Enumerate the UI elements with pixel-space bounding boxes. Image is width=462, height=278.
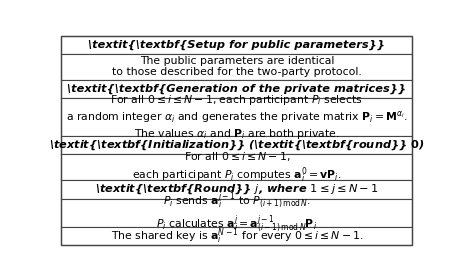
- Bar: [61, 98, 412, 136]
- Text: \textit{\textbf{Generation of the private matrices}}: \textit{\textbf{Generation of the privat…: [67, 83, 406, 94]
- Text: \textit{\textbf{Round}} $j$, where $1 \leq j \leq N-1$: \textit{\textbf{Round}} $j$, where $1 \l…: [95, 183, 379, 196]
- Text: The shared key is $\mathbf{a}_i^{N-1}$ for every $0 \leq i \leq N-1$.: The shared key is $\mathbf{a}_i^{N-1}$ f…: [110, 227, 363, 246]
- Text: For all $0 \leq i \leq N-1$,
each participant $P_i$ computes $\mathbf{a}_i^0 = \: For all $0 \leq i \leq N-1$, each partic…: [132, 150, 341, 185]
- Text: For all $0 \leq i \leq N-1$, each participant $P_i$ selects
a random integer $\a: For all $0 \leq i \leq N-1$, each partic…: [66, 93, 407, 141]
- Text: \textit{\textbf{Setup for public parameters}}: \textit{\textbf{Setup for public paramet…: [88, 39, 385, 50]
- Text: \textit{\textbf{Initialization}} (\textit{\textbf{round}} $\mathbf{0}$): \textit{\textbf{Initialization}} (\texti…: [49, 139, 425, 152]
- Bar: [61, 180, 412, 198]
- Bar: [61, 227, 412, 245]
- Bar: [61, 198, 412, 227]
- Text: The public parameters are identical
to those described for the two-party protoco: The public parameters are identical to t…: [112, 56, 362, 77]
- Bar: [61, 36, 412, 54]
- Bar: [61, 136, 412, 154]
- Bar: [61, 54, 412, 80]
- Bar: [61, 80, 412, 98]
- Text: $P_i$ sends $\mathbf{a}_i^{j-1}$ to $P_{(i+1)\,\mathrm{mod}\,N}$.
$P_i$ calculat: $P_i$ sends $\mathbf{a}_i^{j-1}$ to $P_{…: [156, 190, 317, 235]
- Bar: [61, 154, 412, 180]
